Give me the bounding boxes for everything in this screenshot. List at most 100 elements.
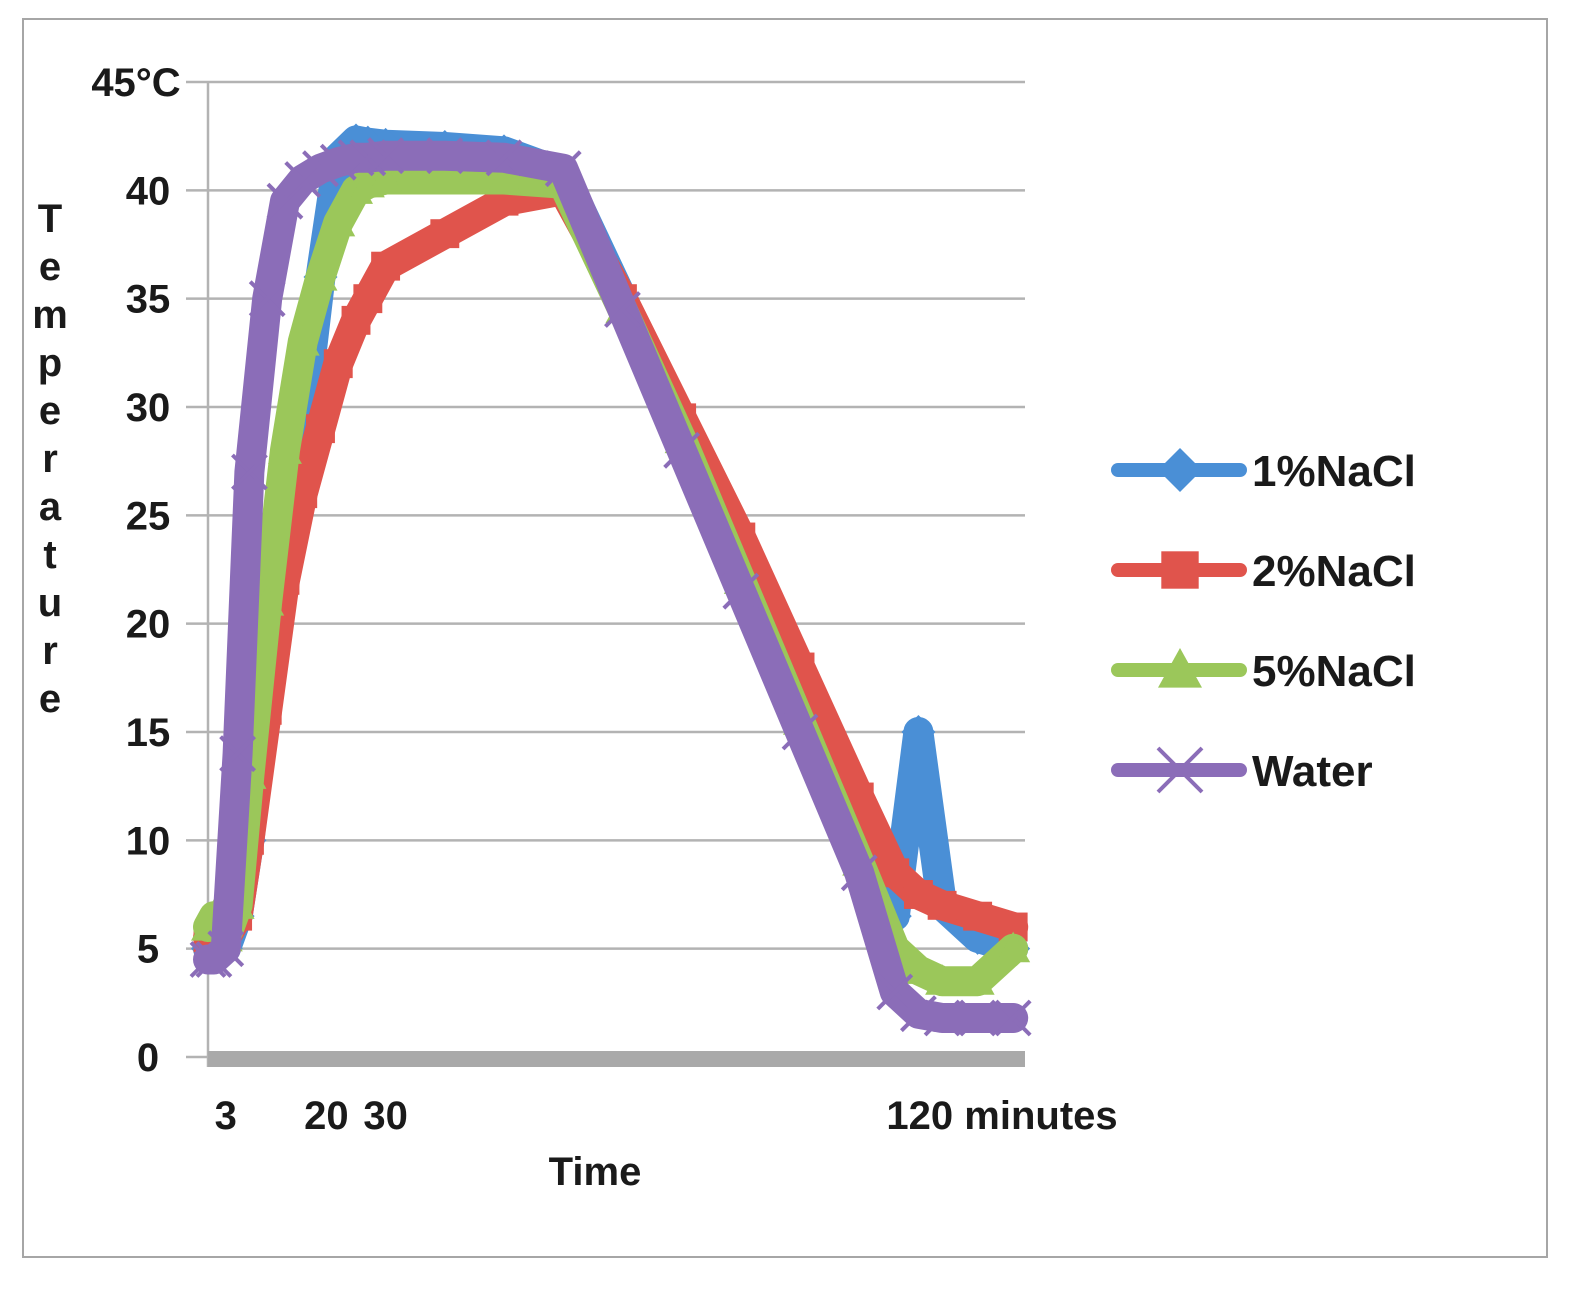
data-point: [663, 431, 701, 469]
y-tick-label: 45°C: [91, 61, 180, 105]
data-point: [1161, 551, 1199, 589]
data-point-stroke: [1156, 746, 1204, 794]
data-point-stroke: [219, 735, 257, 773]
y-tick-label: 35: [126, 278, 171, 322]
x-tick-label: 30: [363, 1094, 408, 1138]
data-point: [303, 260, 338, 291]
y-tick-labels: 0 5 10 15 20 25 30 35 40 45°C: [91, 61, 180, 1080]
y-tick-label: 15: [126, 711, 171, 755]
data-point: [427, 162, 462, 194]
legend-label: 2%NaCl: [1252, 547, 1416, 596]
series-line: [193, 140, 1029, 1033]
data-point: [306, 414, 335, 444]
data-point: [544, 150, 582, 188]
series-lines: [189, 123, 1032, 1037]
legend: 1%NaCl 2%NaCl 5%NaCl Water: [1111, 447, 1416, 796]
data-point-stroke: [337, 139, 375, 177]
y-tick-label: 20: [126, 603, 171, 647]
data-point: [368, 162, 403, 194]
x-axis-title: Time: [549, 1150, 642, 1194]
data-point: [604, 291, 641, 328]
y-tick-label: 25: [126, 494, 171, 538]
data-point: [321, 205, 356, 237]
data-point: [1158, 448, 1202, 492]
legend-item: 1%NaCl: [1111, 447, 1416, 496]
data-point: [840, 854, 878, 892]
data-point: [219, 735, 257, 773]
data-point: [1158, 648, 1202, 688]
data-point: [231, 453, 268, 491]
data-point: [996, 931, 1031, 963]
legend-item: 5%NaCl: [1111, 647, 1416, 696]
y-axis-title-letter: e: [39, 245, 61, 289]
x-tick-label: 120 minutes: [886, 1094, 1117, 1138]
data-point: [207, 930, 245, 968]
y-tick-label: 30: [126, 386, 171, 430]
y-axis-title-letter: e: [39, 677, 61, 721]
data-point-stroke: [248, 280, 286, 318]
data-point-stroke: [604, 291, 641, 328]
data-point-stroke: [544, 150, 582, 188]
data-point: [371, 251, 401, 281]
y-tick-label: 5: [137, 928, 159, 972]
data-point: [960, 964, 995, 995]
data-point: [900, 995, 937, 1033]
data-point-stroke: [367, 137, 405, 175]
data-point-stroke: [426, 137, 464, 175]
data-point: [781, 713, 819, 751]
data-point-stroke: [189, 941, 227, 978]
data-point: [284, 161, 322, 198]
data-point: [426, 137, 464, 175]
y-tick-label: 40: [126, 169, 171, 213]
data-point-stroke: [231, 453, 268, 491]
data-point: [927, 890, 957, 920]
data-point: [963, 901, 993, 931]
data-point: [367, 137, 405, 175]
y-axis-title-letter: r: [42, 437, 58, 481]
data-point: [485, 139, 523, 177]
x-tick-labels: 3 20 30 120 minutes: [215, 1094, 1118, 1138]
legend-label: Water: [1252, 747, 1373, 796]
data-point-stroke: [284, 161, 322, 198]
data-point-stroke: [959, 999, 997, 1037]
y-tick-label: 0: [137, 1036, 159, 1080]
legend-label: 1%NaCl: [1252, 447, 1416, 496]
data-point: [925, 964, 960, 995]
y-axis-title-letter: m: [32, 293, 68, 337]
data-point: [285, 325, 320, 356]
y-axis-title-letter: t: [43, 533, 56, 577]
x-axis-line: [208, 1051, 1025, 1067]
y-axis-title-letter: u: [38, 581, 62, 625]
data-point: [923, 999, 961, 1037]
data-point-stroke: [923, 999, 961, 1037]
data-point-stroke: [840, 854, 878, 892]
data-point-stroke: [876, 973, 914, 1011]
data-point: [1156, 746, 1204, 794]
data-point: [353, 284, 383, 314]
x-tick-label: 20: [304, 1094, 349, 1138]
y-axis-title-letter: p: [38, 341, 62, 385]
data-point-stroke: [900, 995, 937, 1033]
legend-item: 2%NaCl: [1111, 547, 1416, 596]
data-point-stroke: [781, 713, 819, 751]
y-tick-label: 10: [126, 819, 171, 863]
data-point-stroke: [722, 572, 760, 610]
data-point: [722, 572, 760, 610]
data-point: [267, 433, 302, 464]
data-point-stroke: [485, 139, 523, 177]
data-point: [189, 941, 227, 978]
series-water: [189, 137, 1032, 1037]
legend-item: Water: [1111, 746, 1373, 796]
y-axis-title-letter: e: [39, 389, 61, 433]
y-axis-title-letter: T: [38, 197, 62, 241]
y-axis-title-letter: r: [42, 629, 58, 673]
y-axis-title-letter: a: [39, 485, 62, 529]
data-point: [430, 219, 460, 249]
x-tick-label: 3: [215, 1094, 237, 1138]
data-point: [994, 999, 1032, 1037]
data-point: [487, 162, 522, 194]
data-point-stroke: [207, 930, 245, 968]
data-point: [901, 715, 936, 749]
